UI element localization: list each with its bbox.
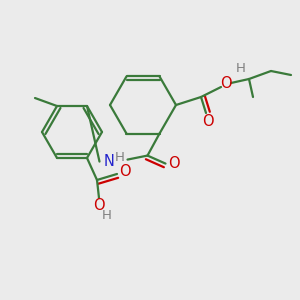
Text: H: H: [102, 209, 112, 223]
Text: N: N: [104, 154, 115, 169]
Text: O: O: [119, 164, 131, 179]
Text: O: O: [93, 199, 105, 214]
Text: O: O: [220, 76, 232, 91]
Text: H: H: [115, 151, 124, 164]
Text: O: O: [202, 113, 214, 128]
Text: H: H: [236, 62, 246, 76]
Text: O: O: [168, 156, 179, 171]
